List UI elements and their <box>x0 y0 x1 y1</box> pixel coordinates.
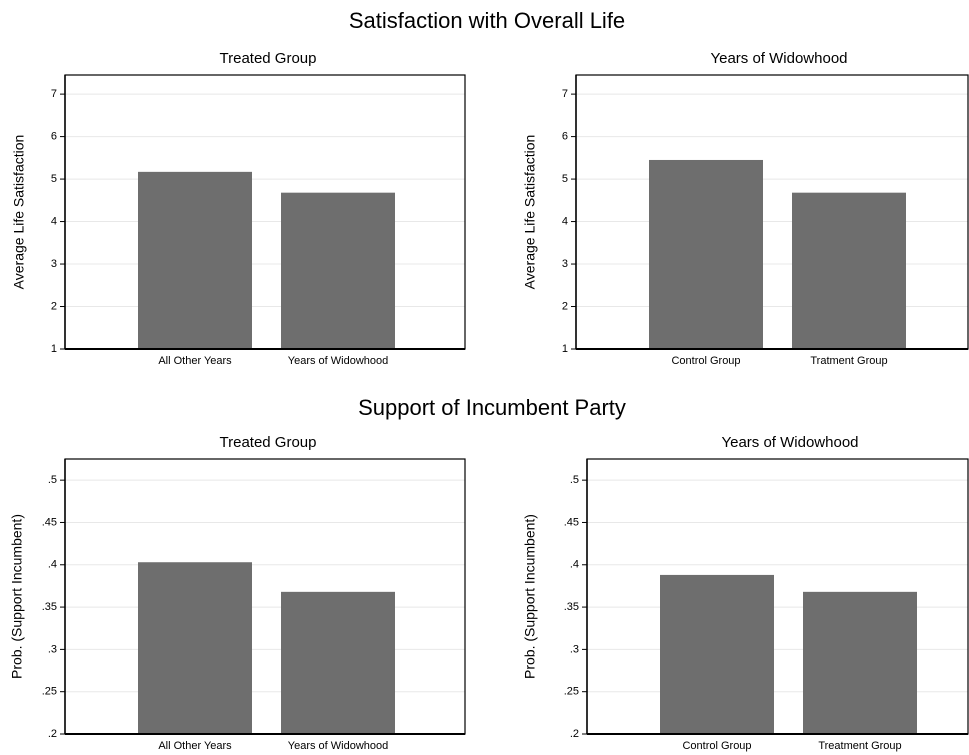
y-tick-label: 2 <box>51 300 57 312</box>
x-tick-label: Years of Widowhood <box>288 740 389 752</box>
panel-title: Treated Group <box>220 434 317 451</box>
y-tick-label: .25 <box>564 686 579 698</box>
x-tick-label: Treatment Group <box>818 740 901 752</box>
y-tick-label: .35 <box>42 601 57 613</box>
x-tick-label: Control Group <box>682 740 751 752</box>
section-title: Support of Incumbent Party <box>358 395 626 420</box>
bar <box>138 171 252 349</box>
y-tick-label: 4 <box>562 215 568 227</box>
y-tick-label: 1 <box>562 343 568 355</box>
y-tick-label: .3 <box>48 643 57 655</box>
x-tick-label: Years of Widowhood <box>288 355 389 367</box>
y-axis-title: Prob. (Support Incumbent) <box>522 514 538 679</box>
y-tick-label: .2 <box>48 728 57 740</box>
y-tick-label: .45 <box>42 516 57 528</box>
x-tick-label: Tratment Group <box>810 355 887 367</box>
panel-title: Years of Widowhood <box>710 50 847 67</box>
y-tick-label: 6 <box>562 131 568 143</box>
y-tick-label: .25 <box>42 686 57 698</box>
y-tick-label: .5 <box>570 474 579 486</box>
panel-title: Years of Widowhood <box>721 434 858 451</box>
y-axis-title: Prob. (Support Incumbent) <box>9 514 25 679</box>
y-tick-label: .4 <box>48 559 57 571</box>
bar <box>281 192 395 349</box>
y-tick-label: 7 <box>51 88 57 100</box>
panel-title: Treated Group <box>220 50 317 67</box>
bar <box>649 159 763 349</box>
y-tick-label: 7 <box>562 88 568 100</box>
y-tick-label: .5 <box>48 474 57 486</box>
y-tick-label: .3 <box>570 643 579 655</box>
bar <box>792 192 906 349</box>
y-axis-title: Average Life Satisfaction <box>522 135 538 290</box>
bar <box>281 591 395 734</box>
y-tick-label: .35 <box>564 601 579 613</box>
bar <box>803 591 917 734</box>
y-tick-label: 5 <box>562 173 568 185</box>
y-tick-label: .2 <box>570 728 579 740</box>
y-tick-label: 4 <box>51 215 57 227</box>
y-tick-label: 3 <box>51 258 57 270</box>
y-tick-label: .4 <box>570 559 579 571</box>
x-tick-label: All Other Years <box>158 740 232 752</box>
bar <box>660 574 774 734</box>
plot-frame <box>64 74 466 350</box>
plot-frame <box>64 458 466 735</box>
bar <box>138 562 252 734</box>
y-tick-label: 5 <box>51 173 57 185</box>
section-title: Satisfaction with Overall Life <box>349 8 625 33</box>
y-tick-label: 6 <box>51 131 57 143</box>
y-tick-label: .45 <box>564 516 579 528</box>
y-axis-title: Average Life Satisfaction <box>11 135 27 290</box>
x-tick-label: All Other Years <box>158 355 232 367</box>
x-tick-label: Control Group <box>671 355 740 367</box>
y-tick-label: 3 <box>562 258 568 270</box>
y-tick-label: 2 <box>562 300 568 312</box>
y-tick-label: 1 <box>51 343 57 355</box>
plot-frame <box>575 74 969 350</box>
